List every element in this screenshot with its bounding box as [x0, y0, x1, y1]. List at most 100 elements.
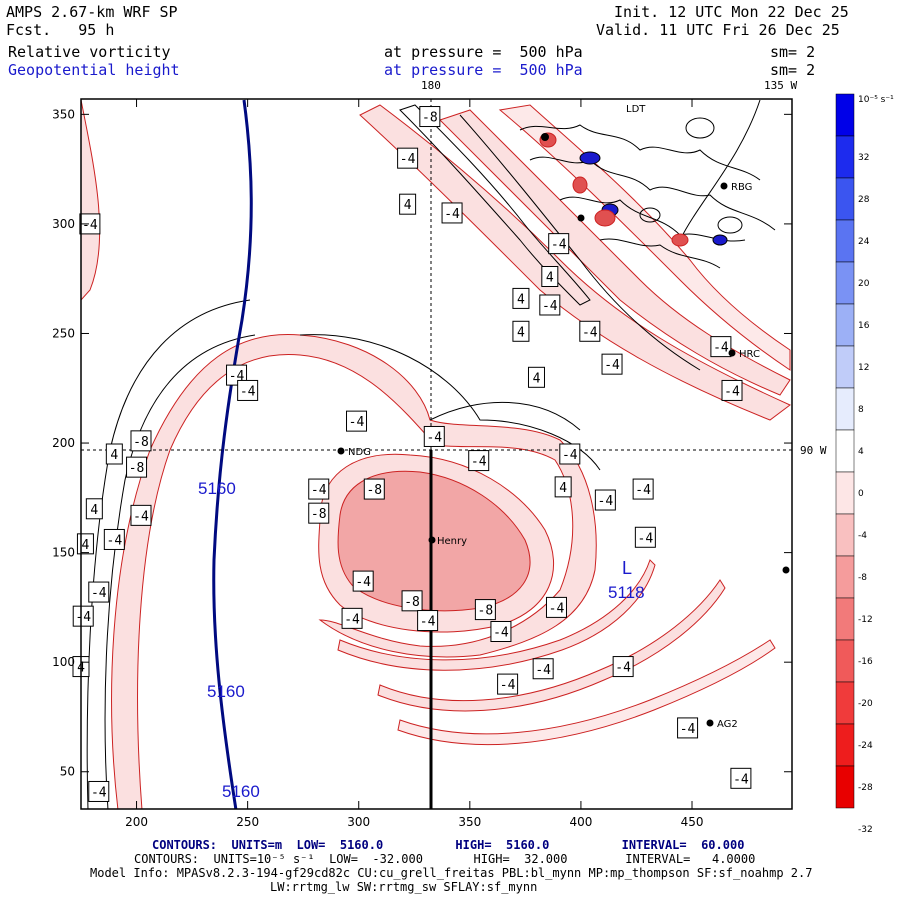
station-hrc-marker	[728, 349, 736, 357]
colorbar-swatch	[835, 597, 855, 641]
station-ag2-label: AG2	[717, 719, 738, 730]
colorbar-swatch	[835, 639, 855, 683]
colorbar-unit: 10⁻⁵ s⁻¹	[858, 95, 894, 105]
plot-frame	[80, 98, 793, 810]
station-ndg-marker	[337, 447, 345, 455]
contour-label-text: -4	[91, 785, 107, 800]
lat-label-90w: 90 W	[800, 444, 827, 457]
contour-label-box	[634, 526, 656, 548]
contour-label-text: -4	[240, 384, 256, 399]
contour-label-text: 4	[517, 325, 525, 340]
pressure-geopotential: at pressure = 500 hPa	[384, 61, 583, 79]
contour-value-label: -4	[559, 443, 581, 465]
contour-label-text: -4	[638, 531, 654, 546]
contour-value-label: -8	[130, 430, 152, 452]
low-center-label: L	[622, 558, 632, 578]
contour-value-label: -8	[363, 478, 385, 500]
contour-value-label: 4	[399, 193, 417, 215]
colorbar-swatch	[835, 219, 855, 263]
pressure-vorticity: at pressure = 500 hPa	[384, 43, 583, 61]
y-tick-label: 250	[52, 326, 75, 340]
y-tick-label: 150	[52, 546, 75, 560]
contour-label-text: -8	[133, 435, 149, 450]
height-label: 5160	[198, 479, 236, 498]
colorbar: 32 28 24 20 16 12 8 4 0 -4 -8 -12 -16 -20 -24 -28 -32	[835, 93, 873, 835]
colorbar-label: -20	[858, 699, 873, 709]
contour-label-text: -4	[500, 678, 516, 693]
contour-value-label: -4	[352, 570, 374, 592]
contour-label-box	[527, 366, 545, 388]
colorbar-label: -16	[858, 657, 873, 667]
contour-label-text: -4	[311, 483, 327, 498]
x-tick-label: 300	[347, 815, 370, 829]
contour-label-text: -4	[549, 601, 565, 616]
contour-value-label: -8	[308, 502, 330, 524]
smoothing-vorticity: sm= 2	[770, 43, 816, 61]
model-title: AMPS 2.67-km WRF SP	[6, 3, 178, 21]
contour-label-box	[352, 570, 374, 592]
contour-value-label: -4	[634, 526, 656, 548]
contour-value-label: -4	[88, 581, 110, 603]
contour-label-text: -4	[420, 615, 436, 630]
contour-label-text: -8	[311, 507, 327, 522]
contour-value-label: -4	[130, 504, 152, 526]
contour-label-box	[601, 353, 623, 375]
contour-value-label: -4	[423, 425, 445, 447]
colorbar-swatch	[835, 303, 855, 347]
contour-label-box	[130, 430, 152, 452]
contour-label-box	[72, 605, 94, 627]
x-tick-label: 350	[458, 815, 481, 829]
contour-label-box	[579, 320, 601, 342]
footer-vorticity-contours: CONTOURS: UNITS=10⁻⁵ s⁻¹ LOW= -32.000 HI…	[134, 852, 756, 866]
contour-value-label: -4	[532, 658, 554, 680]
contour-label-text: -4	[107, 533, 123, 548]
contour-label-box	[554, 476, 572, 498]
contour-value-label: -4	[490, 621, 512, 642]
contour-label-box	[85, 498, 103, 520]
station-ldt-label: LDT	[626, 104, 646, 115]
contour-label-text: -4	[535, 663, 551, 678]
contour-label-box	[237, 379, 259, 401]
colorbar-swatch	[835, 555, 855, 599]
y-tick-label: 350	[52, 107, 75, 121]
contour-value-label: 4	[512, 287, 530, 309]
contour-label-text: -4	[551, 238, 567, 253]
station-ag2-marker	[706, 719, 714, 727]
contour-value-label: -4	[441, 202, 463, 224]
contour-label-text: -4	[733, 772, 749, 787]
x-tick-label: 200	[125, 815, 148, 829]
contour-label-text: -4	[542, 299, 558, 314]
contour-label-text: -8	[422, 111, 438, 126]
y-tick-label: 100	[52, 655, 75, 669]
contour-value-label: -4	[548, 233, 570, 255]
contour-label-box	[423, 425, 445, 447]
contour-value-label: -4	[497, 673, 519, 695]
footer-model-info: Model Info: MPASv8.2.3-194-gf29cd82c CU:…	[90, 866, 813, 880]
station-marker	[577, 214, 585, 222]
field-vorticity: Relative vorticity	[8, 43, 171, 61]
station-henry-marker	[428, 536, 436, 544]
contour-label-box	[341, 607, 363, 629]
colorbar-swatch	[835, 513, 855, 557]
contour-value-label: -8	[419, 106, 441, 128]
contour-label-text: -4	[426, 430, 442, 445]
station-henry-label: Henry	[437, 536, 467, 547]
contour-label-box	[308, 478, 330, 500]
forecast-value: 95 h	[78, 21, 115, 39]
contour-value-label: -4	[632, 478, 654, 500]
colorbar-label: -12	[858, 615, 873, 625]
y-tick-label: 300	[52, 217, 75, 231]
contour-label-box	[468, 450, 490, 472]
contour-label-text: -4	[713, 341, 729, 356]
colorbar-label: 0	[858, 489, 864, 499]
contour-label-box	[541, 266, 559, 287]
colorbar-label: 20	[858, 279, 870, 289]
field-geopotential: Geopotential height	[8, 61, 180, 79]
contour-label-text: -4	[635, 483, 651, 498]
contour-label-box	[677, 717, 699, 739]
contour-value-label: -4	[346, 410, 368, 432]
contour-value-label: -4	[237, 379, 259, 401]
colorbar-label: -32	[858, 825, 873, 835]
contour-label-box	[548, 233, 570, 255]
